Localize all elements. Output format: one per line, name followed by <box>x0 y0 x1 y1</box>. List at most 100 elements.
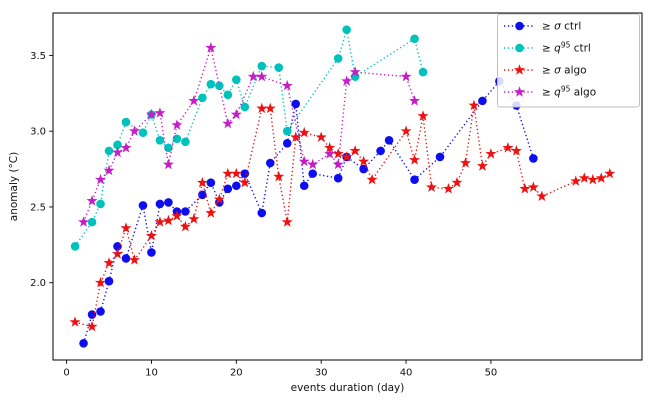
data-point-star <box>604 167 616 179</box>
data-point-star <box>519 182 531 194</box>
data-point-star <box>281 79 293 91</box>
data-point-circle <box>198 93 207 103</box>
series-layer <box>69 25 616 348</box>
data-point-circle <box>147 248 156 257</box>
series-3 <box>78 42 421 227</box>
axis-ticks: 0 10 20 30 40 50 2.0 2.5 3.0 3.5 <box>30 51 497 379</box>
data-point-star <box>145 108 157 120</box>
data-point-circle <box>240 169 250 178</box>
x-axis-label: events duration (day) <box>291 382 405 394</box>
series-1 <box>70 25 428 251</box>
data-point-star <box>536 190 548 202</box>
data-point-star <box>69 316 81 327</box>
data-point-star <box>103 257 115 268</box>
data-point-star <box>154 216 166 227</box>
data-point-star <box>86 320 98 332</box>
data-point-star <box>298 126 310 138</box>
data-point-star <box>128 254 140 265</box>
data-point-circle <box>333 173 343 183</box>
data-point-star <box>358 155 370 167</box>
data-point-star <box>349 145 361 156</box>
data-point-circle <box>121 117 131 127</box>
data-point-circle <box>299 181 309 191</box>
data-point-star <box>247 70 259 82</box>
legend-box <box>497 13 640 108</box>
data-point-circle <box>104 276 114 286</box>
data-point-circle <box>206 178 216 188</box>
data-point-star <box>103 164 115 176</box>
data-point-circle <box>232 181 241 191</box>
legend-label: ≥ q95 ctrl <box>542 41 591 55</box>
data-point-star <box>426 181 438 192</box>
series-line <box>74 29 424 247</box>
data-point-circle <box>376 146 385 156</box>
x-tick-label: 0 <box>63 368 69 379</box>
series-2 <box>69 99 616 332</box>
data-point-star <box>120 222 132 233</box>
data-point-circle <box>164 143 173 153</box>
data-point-star <box>154 107 166 118</box>
data-point-star <box>111 248 124 259</box>
data-point-circle <box>232 75 241 84</box>
data-point-star <box>188 213 200 224</box>
series-line <box>74 105 611 328</box>
legend-marker-star <box>513 64 526 75</box>
data-point-star <box>409 95 421 106</box>
data-point-star <box>578 172 590 183</box>
legend-marker-circle <box>515 21 524 31</box>
data-point-star <box>264 102 276 114</box>
x-tick-label: 20 <box>230 368 243 379</box>
data-point-circle <box>79 339 88 348</box>
data-point-circle <box>96 199 105 209</box>
data-point-star <box>256 102 268 114</box>
data-point-circle <box>282 126 292 136</box>
data-point-star <box>570 175 582 186</box>
data-point-star <box>502 142 514 153</box>
data-point-star <box>205 207 217 218</box>
legend-marker-star <box>513 86 526 97</box>
data-point-circle <box>70 242 80 251</box>
data-point-star <box>281 216 293 227</box>
data-point-star <box>290 131 302 142</box>
data-point-circle <box>138 128 148 138</box>
y-tick-label: 3.5 <box>30 51 46 62</box>
data-point-circle <box>96 307 105 316</box>
data-point-circle <box>113 140 122 150</box>
series-line <box>82 45 416 223</box>
data-point-circle <box>257 208 267 218</box>
data-point-circle <box>138 201 148 210</box>
legend-label: ≥ σ algo <box>542 65 587 77</box>
data-point-star <box>527 181 539 192</box>
data-point-star <box>162 158 174 170</box>
data-point-star <box>239 176 251 188</box>
x-tick-label: 40 <box>400 368 413 379</box>
y-tick-label: 2.5 <box>30 202 46 213</box>
data-point-star <box>222 117 234 129</box>
data-point-circle <box>223 184 233 194</box>
legend: ≥ σ ctrl ≥ q95 ctrl ≥ σ algo ≥ q95 algo <box>497 13 640 108</box>
data-point-circle <box>418 67 428 77</box>
data-point-circle <box>333 54 343 63</box>
data-point-star <box>510 145 522 156</box>
data-point-circle <box>359 164 368 174</box>
data-point-star <box>213 193 225 205</box>
data-point-star <box>400 125 412 136</box>
data-point-circle <box>155 135 165 145</box>
x-tick-label: 10 <box>145 368 158 379</box>
data-point-star <box>409 154 421 165</box>
legend-label: ≥ q95 algo <box>542 85 596 99</box>
data-point-circle <box>104 146 114 156</box>
data-point-star <box>324 148 336 159</box>
data-point-star <box>205 42 217 53</box>
data-point-star <box>459 157 471 168</box>
legend-item: ≥ q95 algo <box>504 85 596 99</box>
data-point-star <box>230 108 242 120</box>
data-point-circle <box>206 79 216 89</box>
data-point-star <box>341 75 353 86</box>
data-point-star <box>442 182 455 194</box>
data-point-circle <box>265 158 275 168</box>
data-point-star <box>315 131 327 142</box>
data-point-circle <box>342 25 351 34</box>
